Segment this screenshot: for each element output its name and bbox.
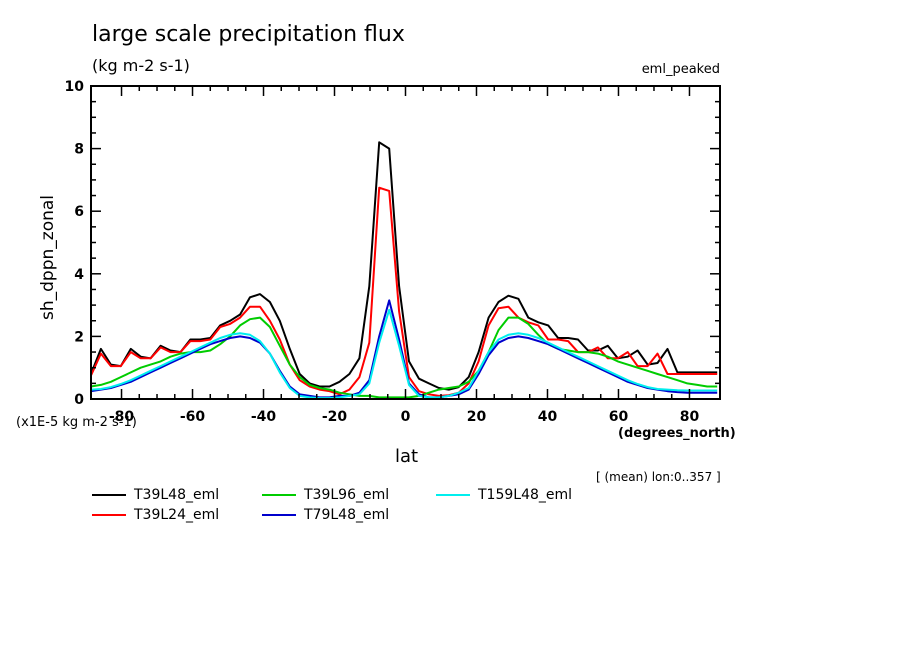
x-tick-label: 0 <box>401 409 411 425</box>
y-tick-label: 2 <box>74 329 84 345</box>
x-axis-units: (degrees_north) <box>618 426 736 441</box>
legend-item: T79L48_eml <box>262 507 389 523</box>
series-line-t39l48-eml <box>90 141 718 391</box>
x-tick-label: -60 <box>180 409 206 425</box>
x-tick-label: 20 <box>467 409 487 425</box>
x-tick-label: 60 <box>609 409 629 425</box>
legend-swatch <box>436 494 470 496</box>
series-line-t159l48-eml <box>90 308 718 400</box>
x-axis-label: lat <box>395 446 419 467</box>
x-tick-label: -20 <box>322 409 348 425</box>
legend-swatch <box>92 514 126 516</box>
legend-item: T39L96_eml <box>262 487 389 503</box>
legend-item: T39L24_eml <box>92 507 219 523</box>
legend-label: T159L48_eml <box>478 487 573 503</box>
legend-label: T79L48_eml <box>304 507 390 523</box>
legend-label: T39L24_eml <box>134 507 220 523</box>
legend-label: T39L48_eml <box>134 487 220 503</box>
chart-title: large scale precipitation flux <box>92 22 405 47</box>
legend-swatch <box>92 494 126 496</box>
x-tick-label: -40 <box>251 409 277 425</box>
experiment-label: eml_peaked <box>641 62 720 77</box>
legend-swatch <box>262 494 296 496</box>
legend-label: T39L96_eml <box>304 487 390 503</box>
x-tick-label: -80 <box>109 409 135 425</box>
x-tick-label: 40 <box>538 409 558 425</box>
y-tick-label: 0 <box>74 392 84 408</box>
legend-item: T159L48_eml <box>436 487 572 503</box>
mean-note: [ (mean) lon:0..357 ] <box>596 470 721 484</box>
legend-item: T39L48_eml <box>92 487 219 503</box>
x-tick-label: 80 <box>680 409 700 425</box>
scale-note: (x1E-5 kg m-2 s-1) <box>16 415 137 430</box>
chart-units: (kg m-2 s-1) <box>92 56 190 75</box>
y-tick-label: 6 <box>74 204 84 220</box>
legend-swatch <box>262 514 296 516</box>
y-tick-label: 8 <box>74 142 84 158</box>
y-tick-label: 4 <box>74 267 84 283</box>
y-tick-label: 10 <box>65 79 85 95</box>
